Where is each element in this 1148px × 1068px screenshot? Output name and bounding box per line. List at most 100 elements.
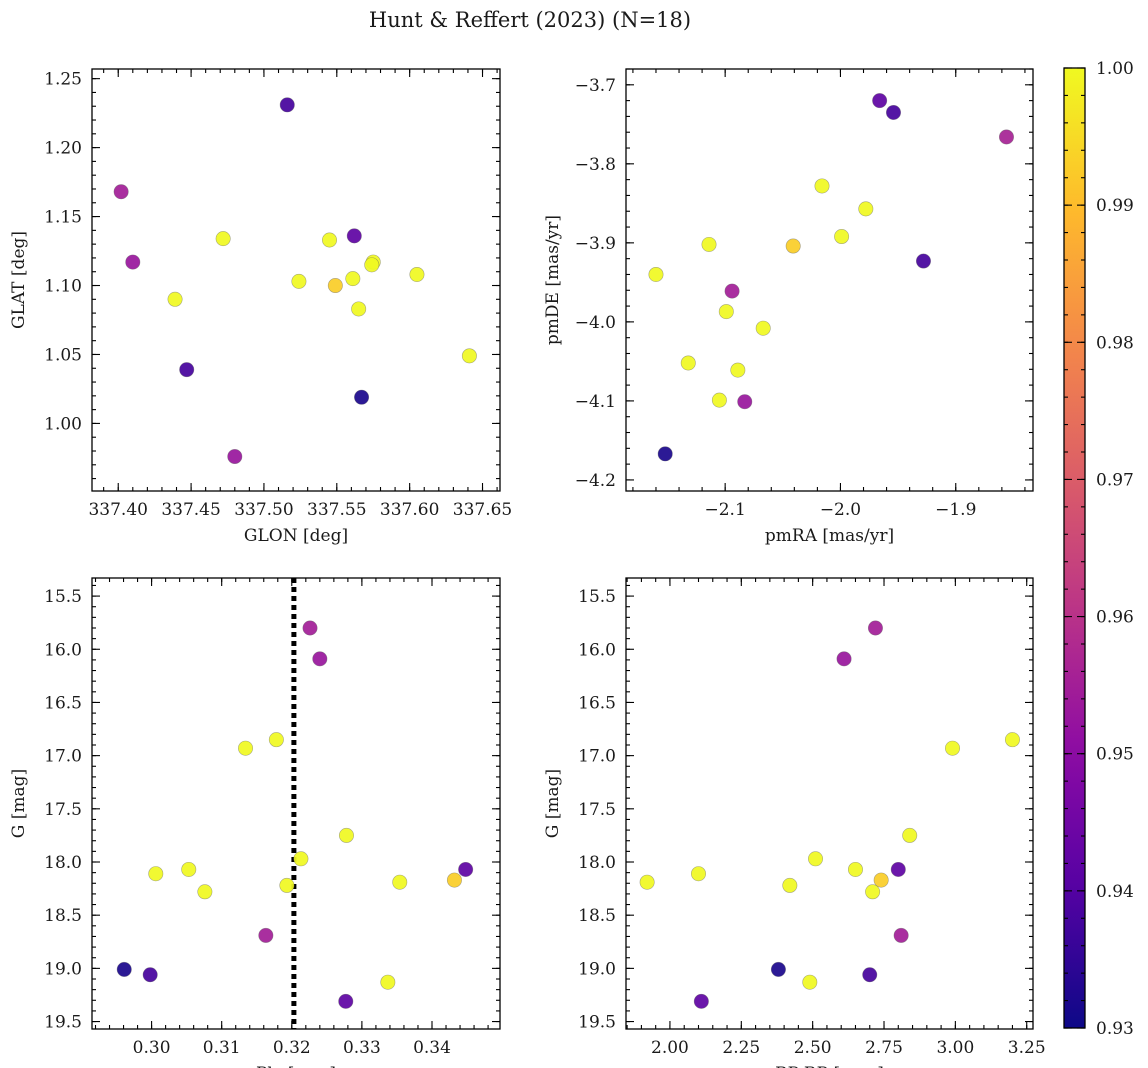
data-point (865, 884, 881, 900)
data-point (693, 993, 709, 1009)
data-point (338, 993, 354, 1009)
data-point (364, 257, 380, 273)
data-point (701, 236, 717, 252)
data-point (718, 304, 734, 320)
panels: 337.40 337.45 337.50 337.55 337.60 337.65 1.00… (9, 68, 1046, 1068)
y-tick-label: 17.5 (578, 800, 616, 820)
plot-frame (625, 577, 1034, 1030)
data-point (322, 232, 338, 248)
colorbar-tick-label: 0.93 (1096, 1019, 1134, 1039)
data-point (327, 278, 343, 294)
data-point (885, 104, 901, 120)
data-point (724, 283, 740, 299)
data-point (351, 301, 367, 317)
data-point (125, 254, 141, 270)
x-tick-label: 337.55 (307, 500, 366, 520)
colorbar-fill (1064, 68, 1085, 1028)
plot-frame (91, 68, 501, 492)
y-axis-label: G [mag] (543, 769, 563, 838)
data-point (312, 651, 328, 667)
data-point (291, 273, 307, 289)
x-tick-label: 337.40 (88, 500, 147, 520)
y-tick-label: −4.2 (575, 471, 616, 491)
x-tick-label: 3.25 (1008, 1038, 1046, 1058)
data-point (238, 740, 254, 756)
y-tick-label: 17.0 (578, 747, 616, 767)
x-tick-label: 337.50 (234, 500, 293, 520)
y-tick-label: 19.0 (44, 959, 82, 979)
x-tick-label: 0.33 (343, 1038, 381, 1058)
data-point (227, 449, 243, 465)
data-point (258, 927, 274, 943)
y-tick-label: 15.5 (44, 587, 82, 607)
y-tick-label: −4.1 (575, 392, 616, 412)
data-point (279, 877, 295, 893)
y-tick-label: 18.5 (44, 906, 82, 926)
panel-p2: −2.1 −2.0 −1.9 −4.2 −4.1 −4.0 −3.9 −3.8 −3.7 pmRA… (543, 68, 1034, 546)
x-tick-label: 2.75 (865, 1038, 903, 1058)
data-point (293, 851, 309, 867)
data-point (116, 961, 132, 977)
data-point (181, 861, 197, 877)
y-tick-label: 17.0 (44, 747, 82, 767)
data-point (711, 392, 727, 408)
y-tick-label: 18.0 (44, 853, 82, 873)
data-point (1004, 732, 1020, 748)
data-point (458, 861, 474, 877)
data-point (834, 229, 850, 245)
colorbar: 0.93 0.94 0.95 0.96 0.97 0.98 0.99 1.00 (1063, 59, 1134, 1039)
data-point (354, 389, 370, 405)
y-axis-label: G [mag] (9, 769, 29, 838)
plot-frame (625, 68, 1034, 492)
data-point (862, 967, 878, 983)
y-tick-label: 1.25 (44, 70, 82, 90)
data-point (872, 93, 888, 109)
data-point (446, 872, 462, 888)
x-tick-label: 0.30 (133, 1038, 171, 1058)
data-point (113, 184, 129, 200)
data-point (785, 238, 801, 254)
y-tick-label: −4.0 (575, 313, 616, 333)
panel-p1: 337.40 337.45 337.50 337.55 337.60 337.65 1.00… (9, 68, 512, 546)
colorbar-tick-label: 0.98 (1096, 333, 1134, 353)
colorbar-tick-label: 0.99 (1096, 196, 1134, 216)
data-point (148, 866, 164, 882)
data-point (867, 620, 883, 636)
x-tick-label: 2.50 (794, 1038, 832, 1058)
x-tick-label: 0.31 (203, 1038, 241, 1058)
y-tick-label: 19.5 (44, 1013, 82, 1033)
data-point (836, 651, 852, 667)
y-tick-label: 1.00 (44, 414, 82, 434)
data-point (808, 851, 824, 867)
y-tick-label: 1.05 (44, 345, 82, 365)
y-tick-label: 17.5 (44, 800, 82, 820)
y-tick-label: −3.9 (575, 234, 616, 254)
data-point (915, 253, 931, 269)
data-point (142, 967, 158, 983)
colorbar-tick-label: 0.96 (1096, 608, 1134, 628)
x-tick-label: 2.25 (722, 1038, 760, 1058)
data-point (197, 884, 213, 900)
x-tick-label: 0.34 (413, 1038, 451, 1058)
x-tick-label: 337.45 (161, 500, 220, 520)
data-point (893, 927, 909, 943)
x-axis-label: GLON [deg] (244, 526, 348, 546)
x-axis-label: pmRA [mas/yr] (765, 526, 894, 546)
y-tick-label: 16.5 (44, 693, 82, 713)
y-tick-label: 1.15 (44, 208, 82, 228)
data-point (755, 320, 771, 336)
y-tick-label: −3.7 (575, 76, 616, 96)
panel-p4: 2.00 2.25 2.50 2.75 3.00 3.25 15.5 16.0 16.5 17.0… (543, 577, 1046, 1068)
data-point (392, 874, 408, 890)
y-axis-label: GLAT [deg] (9, 231, 29, 329)
data-point (945, 740, 961, 756)
data-point (858, 201, 874, 217)
y-tick-label: 18.5 (578, 906, 616, 926)
data-point (380, 974, 396, 990)
data-point (730, 362, 746, 378)
data-point (782, 877, 798, 893)
data-point (179, 362, 195, 378)
data-point (279, 97, 295, 113)
data-point (690, 866, 706, 882)
